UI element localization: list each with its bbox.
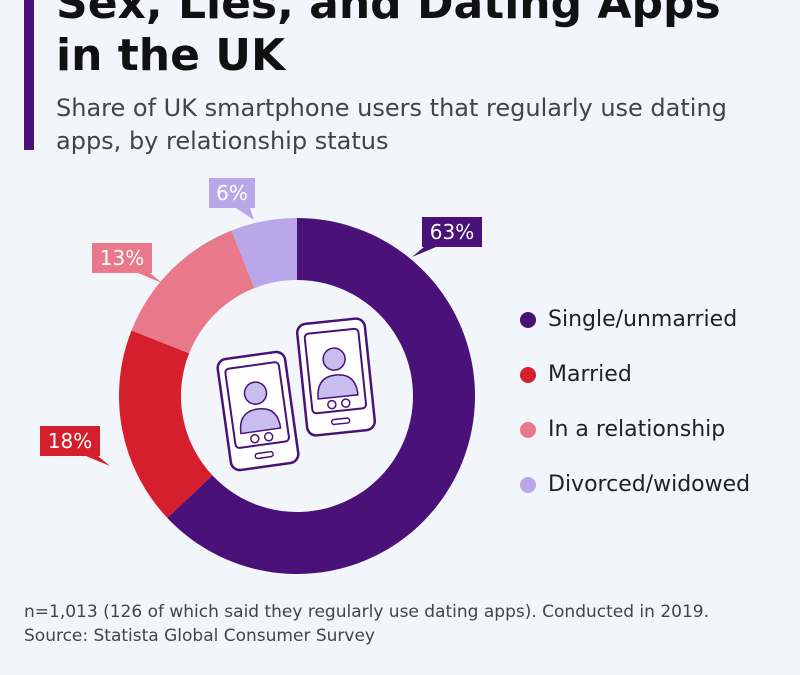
svg-text:18%: 18% xyxy=(48,429,92,453)
legend-swatch xyxy=(520,366,536,383)
data-label-divorced-widowed: 6% xyxy=(209,178,255,220)
legend-item-divorced-widowed: Divorced/widowed xyxy=(520,457,750,512)
slice-single-unmarried xyxy=(167,218,475,574)
phone-profile-icon xyxy=(295,317,377,437)
chart-subtitle: Share of UK smartphone users that regula… xyxy=(56,94,727,155)
svg-text:63%: 63% xyxy=(430,220,474,244)
donut-chart-area: 63% 18% 13% 6% xyxy=(0,160,800,590)
legend-label: Single/unmarried xyxy=(548,307,738,332)
slice-divorced-widowed xyxy=(231,218,297,289)
legend-item-in-a-relationship: In a relationship xyxy=(520,402,750,457)
phone-profile-icon xyxy=(216,350,300,472)
legend-swatch xyxy=(520,476,536,493)
legend-item-single-unmarried: Single/unmarried xyxy=(520,292,750,347)
data-labels: 63% 18% 13% 6% xyxy=(40,178,482,466)
slice-in-a-relationship xyxy=(131,230,255,354)
data-label-single-unmarried: 63% xyxy=(412,217,482,257)
footnote: n=1,013 (126 of which said they regularl… xyxy=(24,602,710,622)
donut-slices xyxy=(119,218,475,574)
chart-title: Sex, Lies, and Dating Apps in the UK xyxy=(56,0,721,81)
chart-legend: Single/unmarried Married In a relationship… xyxy=(520,292,750,512)
slice-married xyxy=(119,330,213,518)
source-note: Source: Statista Global Consumer Survey xyxy=(24,626,375,646)
footer: n=1,013 (126 of which said they regularl… xyxy=(24,600,784,648)
data-label-in-a-relationship: 13% xyxy=(92,243,162,283)
legend-label: Divorced/widowed xyxy=(548,472,751,497)
title-accent-bar xyxy=(24,0,34,150)
legend-item-married: Married xyxy=(520,347,750,402)
legend-swatch xyxy=(520,311,536,328)
legend-label: Married xyxy=(548,362,632,387)
donut-chart: 63% 18% 13% 6% xyxy=(40,178,482,574)
svg-text:13%: 13% xyxy=(100,246,144,270)
legend-swatch xyxy=(520,421,536,438)
svg-text:6%: 6% xyxy=(216,181,248,205)
legend-label: In a relationship xyxy=(548,417,726,442)
data-label-married: 18% xyxy=(40,426,110,466)
center-illustration xyxy=(216,317,377,472)
